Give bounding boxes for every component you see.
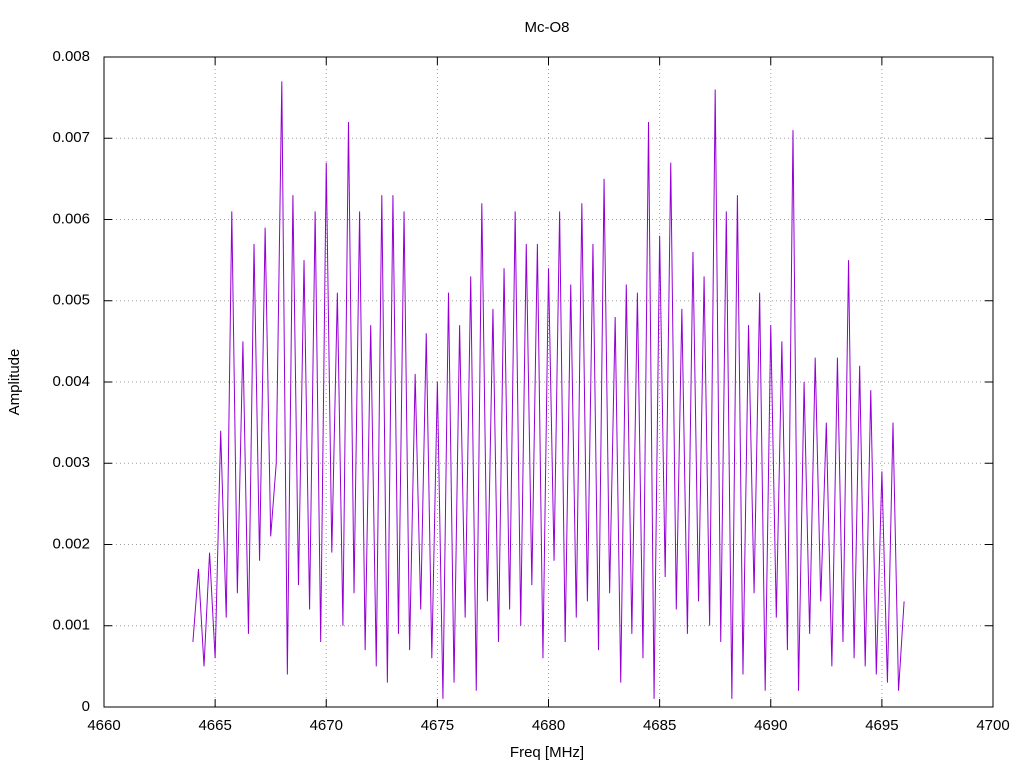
y-tick-label: 0.008: [52, 48, 90, 65]
x-tick-label: 4700: [976, 717, 1009, 734]
x-tick-label: 4660: [87, 717, 120, 734]
chart-title: Mc-O8: [525, 19, 570, 36]
x-tick-label: 4680: [532, 717, 565, 734]
y-tick-label: 0.005: [52, 292, 90, 309]
x-axis-label: Freq [MHz]: [510, 744, 584, 761]
y-tick-label: 0.002: [52, 535, 90, 552]
y-tick-label: 0.003: [52, 454, 90, 471]
x-tick-label: 4695: [865, 717, 898, 734]
x-tick-label: 4670: [310, 717, 343, 734]
x-tick-label: 4685: [643, 717, 676, 734]
y-axis-label: Amplitude: [6, 349, 23, 416]
x-tick-label: 4675: [421, 717, 454, 734]
y-tick-label: 0.006: [52, 210, 90, 227]
y-tick-label: 0: [82, 698, 90, 715]
x-tick-label: 4665: [198, 717, 231, 734]
data-line: [192, 81, 905, 699]
x-tick-label: 4690: [754, 717, 787, 734]
y-tick-label: 0.001: [52, 617, 90, 634]
y-tick-label: 0.007: [52, 129, 90, 146]
y-tick-label: 0.004: [52, 373, 90, 390]
plot-frame: [103, 56, 994, 708]
